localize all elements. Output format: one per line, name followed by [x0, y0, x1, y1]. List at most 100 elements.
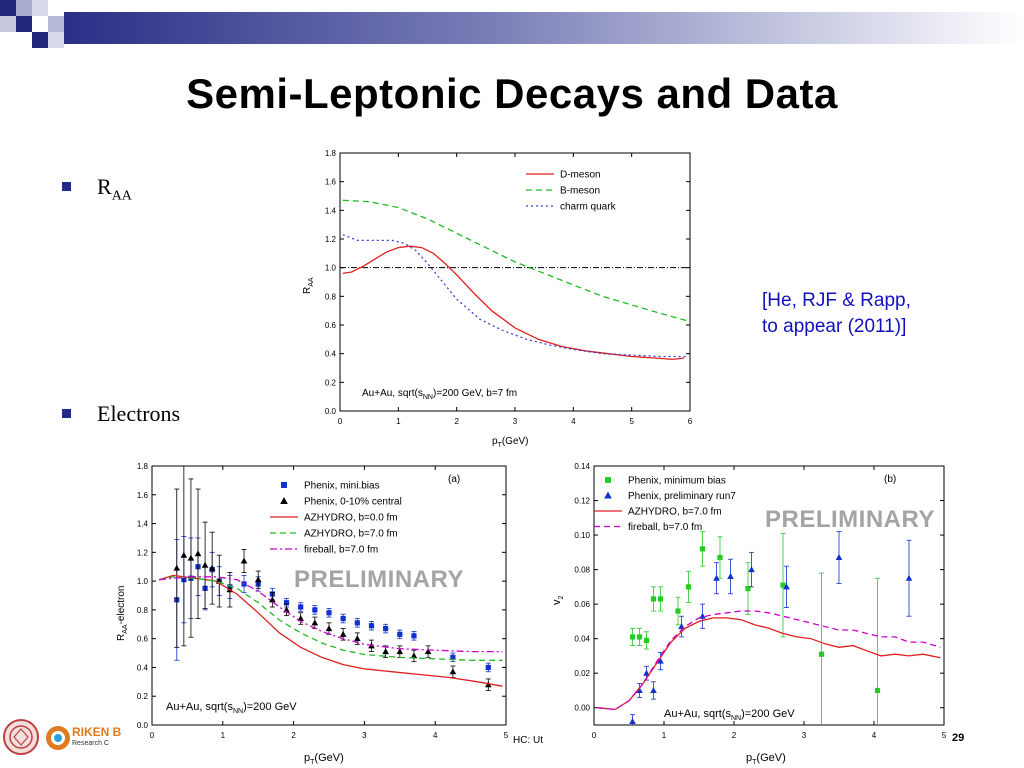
y-tick-label: 1.6 [325, 178, 337, 187]
plot-annotation: Au+Au, sqrt(sNN)=200 GeV [166, 701, 297, 715]
data-point [685, 584, 692, 590]
riken-logo: RIKEN B Research C [44, 722, 121, 756]
y-tick-label: 0.0 [137, 721, 149, 730]
raa-electron-chart: 0 1 2 3 4 5 0.0 0.2 0.4 0.6 0.8 1.0 1.2 1.4 1.6 1.8 Phen… [116, 462, 509, 766]
x-tick-label: 3 [513, 417, 518, 426]
bullet-marker [62, 182, 71, 192]
data-point [187, 554, 195, 561]
y-axis-label: v2 [551, 596, 565, 606]
y-tick-label: 1.0 [137, 577, 149, 586]
data-point [657, 657, 664, 664]
data-point [410, 652, 418, 659]
footer-text: HC: Ut [513, 735, 543, 746]
data-point [396, 648, 404, 655]
legend-label: Phenix, 0-10% central [304, 497, 402, 508]
y-tick-label: 0.2 [137, 692, 149, 701]
series-line-2 [597, 617, 941, 711]
x-tick-label: 0 [592, 731, 597, 740]
plot-frame [151, 465, 507, 726]
data-point [636, 686, 643, 693]
data-point [368, 623, 375, 629]
legend-swatch [281, 482, 287, 488]
series-line-1 [342, 199, 688, 322]
data-point [326, 610, 332, 616]
data-point [629, 718, 636, 725]
data-point [485, 664, 491, 671]
x-tick-label: 1 [221, 731, 226, 740]
series-line-0 [342, 245, 685, 361]
y-axis-label-text: RAA [302, 277, 315, 294]
y-tick-label: 1.0 [325, 264, 337, 273]
legend-label: Phenix, preliminary run7 [628, 491, 736, 502]
data-point [449, 668, 457, 675]
data-point [717, 554, 723, 561]
legend-label: AZHYDRO, b=0.0 fm [304, 513, 398, 524]
citation: [He, RJF & Rapp, to appear (2011)] [762, 290, 911, 337]
data-point [818, 651, 825, 657]
series-line-3 [597, 610, 941, 711]
x-tick-label: 5 [942, 731, 947, 740]
data-point [340, 615, 346, 622]
data-point [397, 631, 403, 637]
legend-label: Phenix, minimum bias [628, 476, 726, 487]
data-point [699, 546, 706, 552]
data-point [780, 582, 786, 588]
data-point [354, 620, 360, 626]
data-point [312, 607, 318, 613]
y-tick-label: 1.6 [137, 491, 149, 500]
x-tick-label: 0 [338, 417, 343, 426]
legend-swatch [605, 477, 611, 483]
x-tick-label: 6 [688, 417, 693, 426]
y-tick-label: 0.6 [137, 635, 149, 644]
data-point [727, 573, 734, 580]
x-tick-label: 2 [732, 731, 737, 740]
x-tick-label: 4 [571, 417, 576, 426]
y-tick-label: 0.06 [574, 600, 590, 609]
y-tick-label: 0.14 [574, 462, 590, 471]
y-tick-label: 1.8 [137, 462, 149, 471]
y-tick-label: 0.8 [137, 606, 149, 615]
panel-label: (a) [448, 474, 460, 485]
data-point [424, 648, 432, 655]
data-point [298, 604, 304, 610]
x-tick-label: 3 [362, 731, 367, 740]
bullet-marker [62, 409, 71, 419]
y-tick-label: 0.6 [325, 321, 337, 330]
legend-label: AZHYDRO, b=7.0 fm [304, 529, 398, 540]
y-tick-label: 0.00 [574, 704, 590, 713]
legend-label: AZHYDRO, b=7.0 fm [628, 507, 722, 518]
y-tick-label: 0.02 [574, 669, 590, 678]
data-point [339, 630, 347, 637]
x-tick-label: 1 [662, 731, 667, 740]
series-line-3 [158, 576, 503, 661]
y-tick-label: 1.8 [325, 149, 337, 158]
preliminary-label-a: PRELIMINARY [294, 566, 464, 593]
legend-label: fireball, b=7.0 fm [304, 545, 378, 556]
data-point [650, 596, 657, 602]
y-tick-label: 0.8 [325, 292, 337, 301]
data-point [180, 551, 188, 558]
plot-frame [593, 465, 945, 726]
data-point [643, 637, 650, 643]
x-tick-label: 5 [629, 417, 634, 426]
data-point [269, 596, 276, 603]
data-point [835, 554, 843, 561]
data-point [745, 585, 751, 592]
legend-label: Phenix, mini.bias [304, 481, 380, 492]
legend-label: D-meson [560, 170, 601, 181]
legend-label: charm quark [560, 202, 617, 213]
x-tick-label: 5 [504, 731, 509, 740]
series-line-2 [158, 574, 503, 687]
x-tick-label: 4 [433, 731, 438, 740]
y-tick-label: 0.0 [325, 407, 337, 416]
data-point [783, 583, 790, 590]
data-point [629, 634, 636, 640]
y-axis-label-text: RAA-electron [116, 586, 129, 641]
x-tick-label: 4 [872, 731, 877, 740]
y-axis-label-text: v2 [551, 596, 565, 606]
y-tick-label: 0.08 [574, 566, 590, 575]
x-tick-label: 2 [291, 731, 296, 740]
y-axis-label: RAA [302, 277, 315, 294]
y-tick-label: 0.04 [574, 635, 590, 644]
x-tick-label: 1 [396, 417, 401, 426]
